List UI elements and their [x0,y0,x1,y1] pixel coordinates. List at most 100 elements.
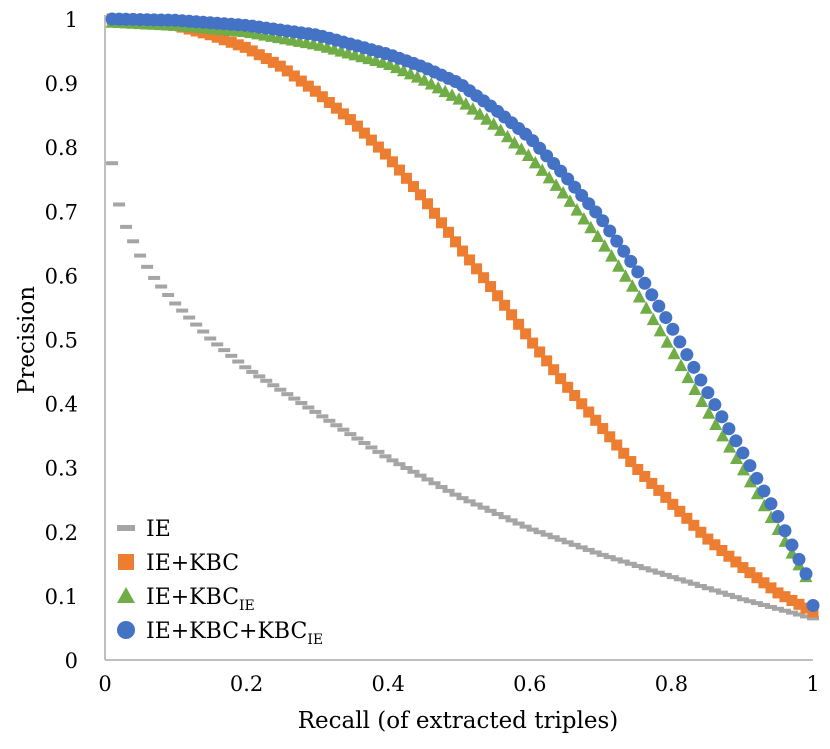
data-point [771,606,784,611]
data-point [570,203,584,216]
data-point [421,198,433,210]
data-point [295,401,308,406]
data-point [743,599,756,604]
data-point [519,524,532,529]
data-point [583,406,595,418]
x-axis-title: Recall (of extracted triples) [298,708,619,734]
y-tick-label: 0.2 [45,521,78,545]
series-ie [106,161,819,621]
data-point [499,299,511,311]
data-point [400,172,412,184]
data-point [436,217,448,229]
legend-label: IE+KBCIE [146,585,255,614]
tick-labels-layer: 0 0.2 0.4 0.6 0.8 1 0 0.1 0.2 0.3 0.4 0.5 0.6 0.7 0.8 0… [45,8,820,696]
legend-item: IE+KBC+KBCIE [117,619,323,648]
legend-swatch [118,554,134,570]
data-point [183,315,196,320]
y-tick-label: 0.6 [45,264,78,288]
y-tick-label: 0.4 [45,393,78,417]
data-point [424,77,438,90]
y-tick-label: 0.9 [45,72,78,96]
data-point [603,224,617,238]
data-point [610,557,623,562]
y-tick-label: 0.5 [45,329,78,353]
data-point [674,358,688,372]
y-tick-label: 0.3 [45,457,78,481]
data-point [694,584,707,589]
data-point [197,329,210,334]
data-point [624,254,638,268]
data-point [688,382,702,396]
y-axis-title: Precision [14,286,40,394]
data-point [722,422,736,436]
data-point [533,530,546,535]
data-point [514,142,528,155]
data-point [632,463,644,475]
data-point [464,254,476,266]
data-point [477,505,490,510]
data-point [211,342,224,347]
data-point [302,405,315,410]
data-point [512,521,525,526]
data-point [625,456,637,468]
data-point [393,462,406,467]
data-point [487,117,501,130]
data-point [365,445,378,450]
y-tick-label: 0 [65,649,78,673]
data-point [232,359,245,364]
data-point [786,595,798,607]
data-point [253,374,266,379]
data-point [632,289,646,303]
data-point [466,102,480,115]
data-point [736,446,750,460]
data-point [596,552,609,557]
data-point [702,406,716,419]
data-point [744,567,756,579]
data-point [438,84,452,98]
x-tick-label: 1 [806,672,819,696]
data-point [715,410,729,424]
data-point [141,264,154,269]
data-point [386,156,398,168]
data-point [569,390,581,402]
data-point [645,288,659,302]
x-tick-label: 0.6 [513,672,546,696]
data-point [246,45,258,57]
data-point [653,323,667,337]
data-point [785,610,798,615]
data-point [372,449,385,454]
data-point [590,414,602,426]
data-point [120,224,133,229]
data-point [799,567,813,581]
data-point [260,378,273,383]
data-point [534,346,546,358]
data-point [492,290,504,302]
data-point [659,572,672,577]
data-point [176,308,189,313]
x-tick-label: 0.8 [655,672,688,696]
data-point [591,229,605,243]
legend-item: IE+KBCIE [117,585,255,614]
series-ie-kbc-kbc-ie [105,12,820,613]
data-point [792,552,806,566]
data-point [494,123,508,136]
data-point [764,604,777,609]
data-point [281,392,294,397]
data-point [687,360,701,374]
data-point [750,471,764,485]
data-point [450,236,462,248]
x-tick-label: 0 [98,672,111,696]
data-point [610,234,624,248]
data-point [736,597,749,602]
data-point [134,253,147,258]
data-point [535,163,549,176]
series-layer [105,12,820,621]
data-point [603,555,616,560]
data-point [757,603,770,608]
data-point [729,595,742,600]
data-point [660,335,674,348]
data-point [548,364,560,376]
data-point [765,582,777,594]
data-point [722,592,735,597]
